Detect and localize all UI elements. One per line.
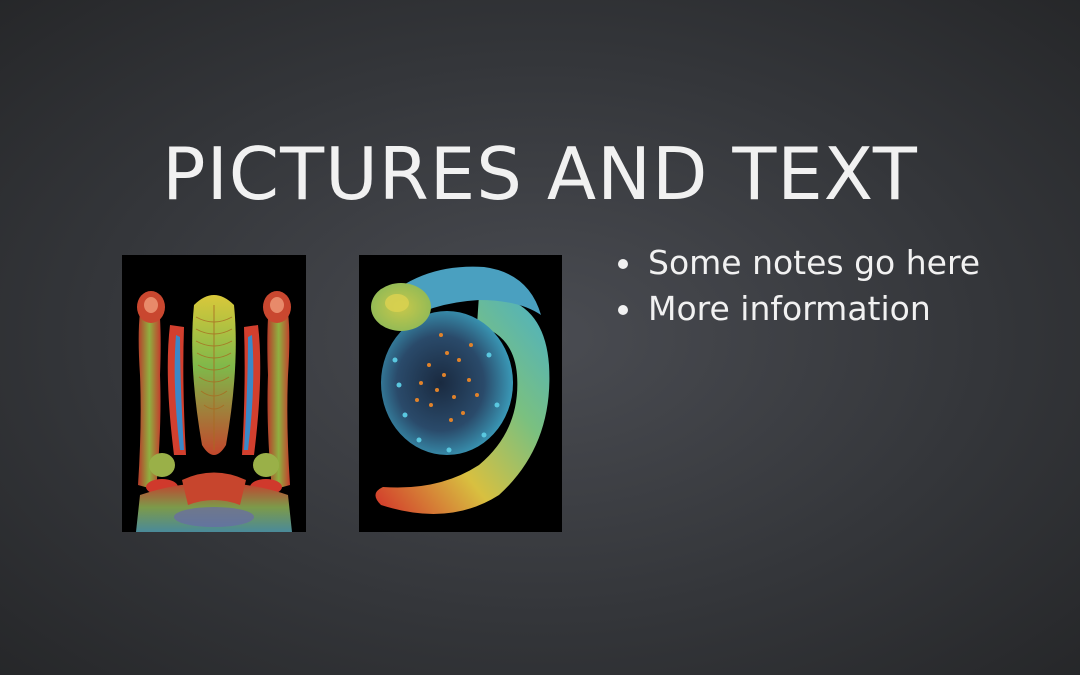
slide-title: PICTURES AND TEXT (162, 132, 918, 216)
list-item: Some notes go here (612, 240, 980, 286)
insect-micrograph-image (122, 255, 306, 532)
list-item: More information (612, 286, 980, 332)
embryo-micrograph-image (359, 255, 562, 532)
notes-list: Some notes go here More information (612, 240, 980, 332)
